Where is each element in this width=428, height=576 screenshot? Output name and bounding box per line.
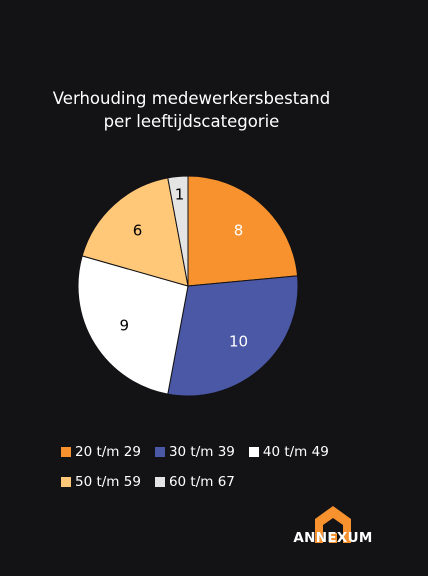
legend-swatch [248,447,259,457]
legend-swatch [154,447,165,457]
legend-label: 40 t/m 49 [262,444,329,460]
legend-swatch [61,447,71,457]
pie-slice-40-t-m-49 [77,255,189,395]
legend-label: 20 t/m 29 [75,444,141,460]
slice-value-label: 10 [229,332,248,350]
slice-value-label: 8 [234,222,244,240]
legend-item: 60 t/m 67 [154,474,235,490]
legend-label: 50 t/m 59 [75,474,141,490]
legend-row-1: 20 t/m 29 30 t/m 39 40 t/m 49 [61,442,381,462]
chart-title-line1: Verhouding medewerkersbestand [52,89,331,108]
pie-slice-20-t-m-29 [187,175,299,287]
legend-label: 60 t/m 67 [168,474,235,490]
legend-label: 30 t/m 39 [168,444,235,460]
pie-slice-60-t-m-67 [167,175,189,287]
legend-swatch [61,477,71,487]
pie-slice-30-t-m-39 [167,275,299,397]
slice-value-label: 6 [133,222,143,240]
slice-value-label: 1 [175,185,185,203]
legend-item: 40 t/m 49 [248,444,329,460]
chart-title: Verhouding medewerkersbestand per leefti… [0,87,383,133]
chart-subtitle: per leeftijdscategorie [103,112,280,131]
annexum-logo: ANNEXUM [287,505,379,557]
logo-text: ANNEXUM [293,530,373,546]
legend-row-2: 50 t/m 59 60 t/m 67 [61,472,381,492]
slice-value-label: 9 [119,316,129,334]
legend-item: 20 t/m 29 [61,444,141,460]
legend-item: 30 t/m 39 [154,444,235,460]
house-icon [315,506,351,543]
chart-legend: 20 t/m 29 30 t/m 39 40 t/m 49 50 t/m 59 … [61,442,381,502]
pie-slice-50-t-m-59 [81,177,189,287]
legend-item: 50 t/m 59 [61,474,141,490]
legend-swatch [154,477,165,487]
